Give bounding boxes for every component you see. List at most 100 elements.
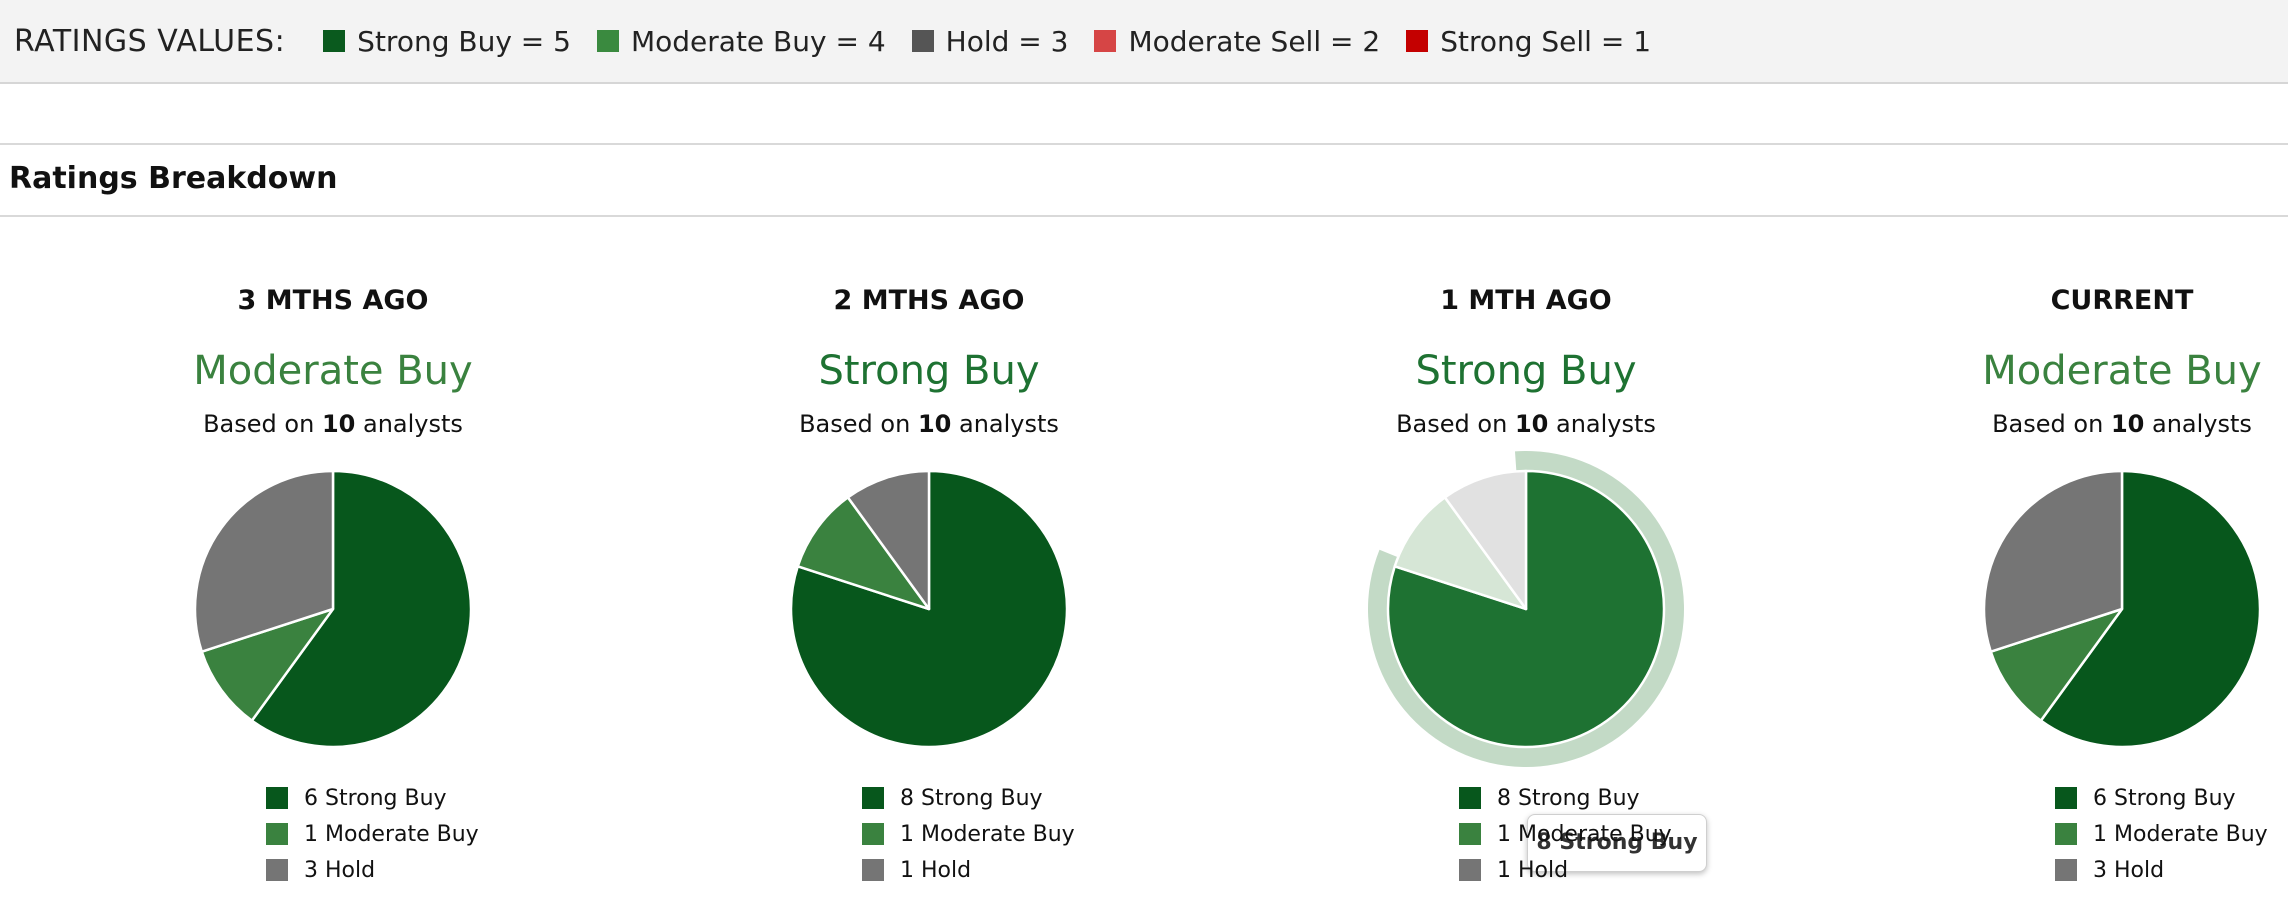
pie-chart-area: [629, 440, 1229, 780]
legend-label: Strong Buy: [2114, 785, 2236, 811]
legend-label: Moderate Buy: [325, 821, 479, 847]
pie-chart-area: [33, 440, 633, 780]
legend-count: 8: [1497, 785, 1511, 811]
legend-label: Hold: [2114, 857, 2165, 883]
ratings-key-moderate-buy: Moderate Buy = 4: [596, 24, 886, 58]
panel-analyst-basis: Based on 10 analysts: [1822, 407, 2288, 441]
pie-chart-area: [1226, 440, 1826, 780]
ratings-key-strong-sell: Strong Sell = 1: [1406, 25, 1651, 58]
legend-count: 6: [304, 785, 318, 811]
legend-swatch-icon: [862, 787, 884, 809]
pie-chart: [789, 469, 1069, 749]
section-title: Ratings Breakdown: [9, 161, 338, 196]
pie-slice-hold[interactable]: [1982, 469, 2124, 653]
panel-period: 1 MTH AGO: [1440, 285, 1612, 316]
basis-suffix: analysts: [2151, 410, 2252, 438]
legend-label: Moderate Buy: [921, 821, 1075, 847]
pie-chart: [1368, 451, 1684, 767]
legend-count: 1: [1497, 821, 1511, 847]
analyst-count: 10: [1514, 410, 1549, 438]
pie-slice-moderate-buy[interactable]: [1393, 496, 1528, 611]
analyst-count: 10: [2110, 410, 2145, 438]
pie-slice-strong-buy[interactable]: [2039, 469, 2262, 749]
legend-label: Hold: [921, 857, 972, 883]
legend-label: Strong Buy: [921, 785, 1043, 811]
ratings-key-strong-buy: Strong Buy = 5: [323, 25, 571, 58]
legend-swatch-icon: [266, 859, 288, 881]
panel-consensus-rating: Strong Buy: [1415, 348, 1637, 394]
legend-swatch-icon: [2055, 859, 2077, 881]
pie-slice-hold[interactable]: [1443, 469, 1528, 611]
legend-count: 1: [1497, 857, 1511, 883]
legend-swatch-icon: [1459, 787, 1481, 809]
pie-slice-moderate-buy[interactable]: [1989, 607, 2124, 722]
ratings-key-label: Strong Sell = 1: [1440, 24, 1652, 58]
strong-buy-swatch-icon: [323, 30, 346, 52]
legend-swatch-icon: [862, 859, 884, 881]
ratings-values-key: Strong Buy = 5 Moderate Buy = 4 Hold = 3…: [323, 25, 1677, 58]
legend-count: 1: [900, 857, 914, 883]
legend-swatch-icon: [2055, 823, 2077, 845]
panel-consensus-rating: Moderate Buy: [1982, 348, 2262, 394]
panel-period: CURRENT: [2050, 285, 2194, 316]
ratings-panel-current: CURRENT Moderate Buy Based on 10 analyst…: [1822, 270, 2288, 890]
pie-chart: [1982, 469, 2262, 749]
legend-item-hold: 3 Hold: [266, 852, 479, 888]
panel-analyst-basis: Based on 10 analysts: [33, 407, 633, 441]
legend-label: Moderate Buy: [1518, 821, 1672, 847]
legend-count: 1: [900, 821, 914, 847]
ratings-panel-2-months-ago: 2 MTHS AGO Strong Buy Based on 10 analys…: [629, 270, 1229, 890]
pie-legend: 8 Strong Buy 1 Moderate Buy 1 Hold: [1459, 780, 1672, 888]
legend-count: 3: [2093, 857, 2107, 883]
legend-item-strong-buy: 8 Strong Buy: [862, 780, 1075, 816]
legend-swatch-icon: [1459, 823, 1481, 845]
basis-suffix: analysts: [958, 410, 1059, 438]
ratings-key-label: Hold = 3: [945, 24, 1069, 58]
ratings-key-label: Moderate Sell = 2: [1128, 24, 1381, 58]
legend-count: 6: [2093, 785, 2107, 811]
pie-tooltip: 8 Strong Buy: [1527, 814, 1707, 872]
ratings-panel-1-month-ago: 1 MTH AGO Strong Buy Based on 10 analyst…: [1226, 270, 1826, 890]
legend-swatch-icon: [1459, 859, 1481, 881]
pie-slice-hold[interactable]: [193, 469, 335, 653]
hold-swatch-icon: [911, 30, 934, 52]
legend-item-moderate-buy: 1 Moderate Buy: [862, 816, 1075, 852]
pie-legend: 6 Strong Buy 1 Moderate Buy 3 Hold: [266, 780, 479, 888]
legend-label: Hold: [1518, 857, 1569, 883]
pie-slice-strong-buy[interactable]: [250, 469, 473, 749]
moderate-sell-swatch-icon: [1094, 30, 1117, 52]
legend-swatch-icon: [266, 823, 288, 845]
ratings-values-bar: RATINGS VALUES: Strong Buy = 5 Moderate …: [0, 0, 2288, 84]
section-divider-top: [0, 143, 2288, 145]
legend-swatch-icon: [2055, 787, 2077, 809]
panel-consensus-rating: Strong Buy: [818, 348, 1040, 394]
legend-swatch-icon: [862, 823, 884, 845]
legend-count: 1: [304, 821, 318, 847]
legend-item-hold: 1 Hold: [1459, 852, 1672, 888]
legend-item-hold: 3 Hold: [2055, 852, 2268, 888]
ratings-key-moderate-sell: Moderate Sell = 2: [1094, 25, 1380, 58]
panel-analyst-basis: Based on 10 analysts: [1226, 407, 1826, 441]
basis-prefix: Based on: [203, 410, 315, 438]
pie-slice-moderate-buy[interactable]: [200, 607, 335, 722]
legend-label: Hold: [325, 857, 376, 883]
legend-item-strong-buy: 6 Strong Buy: [2055, 780, 2268, 816]
legend-count: 1: [2093, 821, 2107, 847]
legend-item-hold: 1 Hold: [862, 852, 1075, 888]
pie-chart-area: [1822, 440, 2288, 780]
legend-label: Strong Buy: [1518, 785, 1640, 811]
basis-prefix: Based on: [1396, 410, 1508, 438]
legend-item-moderate-buy: 1 Moderate Buy: [266, 816, 479, 852]
legend-label: Moderate Buy: [2114, 821, 2268, 847]
ratings-key-label: Moderate Buy = 4: [630, 24, 886, 58]
legend-count: 3: [304, 857, 318, 883]
pie-legend: 6 Strong Buy 1 Moderate Buy 3 Hold: [2055, 780, 2268, 888]
section-divider-bottom: [0, 215, 2288, 217]
ratings-key-hold: Hold = 3: [911, 24, 1069, 58]
basis-suffix: analysts: [362, 410, 463, 438]
pie-slice-moderate-buy[interactable]: [796, 496, 931, 611]
pie-slice-hold[interactable]: [846, 469, 931, 611]
analyst-count: 10: [321, 410, 356, 438]
panel-period: 3 MTHS AGO: [237, 285, 429, 316]
legend-count: 8: [900, 785, 914, 811]
